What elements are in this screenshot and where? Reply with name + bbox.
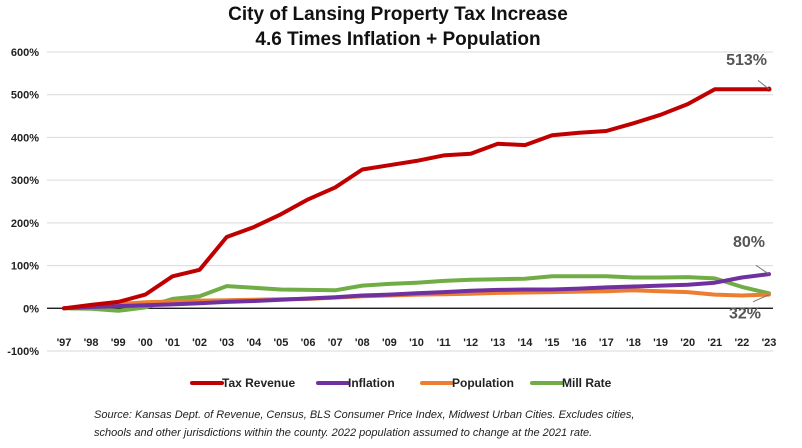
y-tick-label: 400% — [11, 132, 39, 144]
legend: Tax Revenue Inflation Population Mill Rate — [190, 376, 612, 390]
x-tick-label: '14 — [518, 337, 534, 349]
y-axis-tick-labels: 600% 500% 400% 300% 200% 100% 0% -100% — [7, 47, 39, 358]
annotation-label: 80% — [733, 234, 765, 251]
annotation-label: 32% — [729, 306, 761, 323]
series-lines — [62, 86, 772, 313]
x-axis-tick-labels: '97 '98 '99 '00 '01 '02 '03 '04 '05 '06 '07 '08 '09 '… — [57, 337, 777, 349]
x-tick-label: '08 — [355, 337, 370, 349]
legend-label: Tax Revenue — [222, 376, 295, 390]
x-tick-label: '16 — [572, 337, 587, 349]
x-tick-label: '99 — [111, 337, 126, 349]
x-tick-label: '97 — [57, 337, 72, 349]
legend-label: Population — [452, 376, 514, 390]
series-line-tax-revenue — [62, 87, 771, 311]
x-tick-label: '17 — [599, 337, 614, 349]
x-tick-label: '18 — [626, 337, 641, 349]
y-tick-label: 600% — [11, 47, 39, 59]
x-tick-label: '07 — [328, 337, 343, 349]
x-tick-label: '02 — [192, 337, 207, 349]
series-line-mill-rate — [62, 274, 771, 313]
y-tick-label: 100% — [11, 261, 39, 273]
x-tick-label: '04 — [246, 337, 262, 349]
x-tick-label: '00 — [138, 337, 153, 349]
y-tick-label: 500% — [11, 90, 39, 102]
x-tick-label: '06 — [301, 337, 316, 349]
x-tick-label: '11 — [436, 337, 450, 349]
x-tick-label: '10 — [409, 337, 424, 349]
x-tick-label: '23 — [762, 337, 777, 349]
x-tick-label: '03 — [219, 337, 234, 349]
chart-title-line-1: City of Lansing Property Tax Increase — [228, 4, 568, 25]
annotation-leader — [757, 79, 770, 90]
x-tick-label: '20 — [680, 337, 695, 349]
source-note-line-1: Source: Kansas Dept. of Revenue, Census,… — [94, 409, 634, 421]
annotations: 513% 80% 32% — [726, 52, 770, 323]
series-line-inflation — [62, 272, 771, 311]
x-tick-label: '19 — [653, 337, 668, 349]
grid-layer — [47, 51, 773, 352]
chart-title-line-2: 4.6 Times Inflation + Population — [255, 29, 540, 50]
annotation-leader — [752, 294, 770, 303]
x-tick-label: '21 — [707, 337, 722, 349]
y-tick-label: -100% — [7, 346, 39, 358]
x-tick-label: '22 — [734, 337, 749, 349]
annotation-label: 513% — [726, 52, 767, 69]
x-tick-label: '05 — [273, 337, 288, 349]
x-tick-label: '15 — [545, 337, 560, 349]
legend-label: Inflation — [348, 376, 395, 390]
x-tick-label: '01 — [165, 337, 180, 349]
source-note-line-2: schools and other jurisdictions within t… — [94, 427, 592, 439]
y-tick-label: 0% — [23, 303, 39, 315]
legend-label: Mill Rate — [562, 376, 612, 390]
y-tick-label: 200% — [11, 218, 39, 230]
annotation-leader — [755, 264, 770, 275]
x-tick-label: '98 — [84, 337, 99, 349]
y-tick-label: 300% — [11, 175, 39, 187]
x-tick-label: '09 — [382, 337, 397, 349]
x-tick-label: '12 — [463, 337, 478, 349]
x-tick-label: '13 — [490, 337, 505, 349]
